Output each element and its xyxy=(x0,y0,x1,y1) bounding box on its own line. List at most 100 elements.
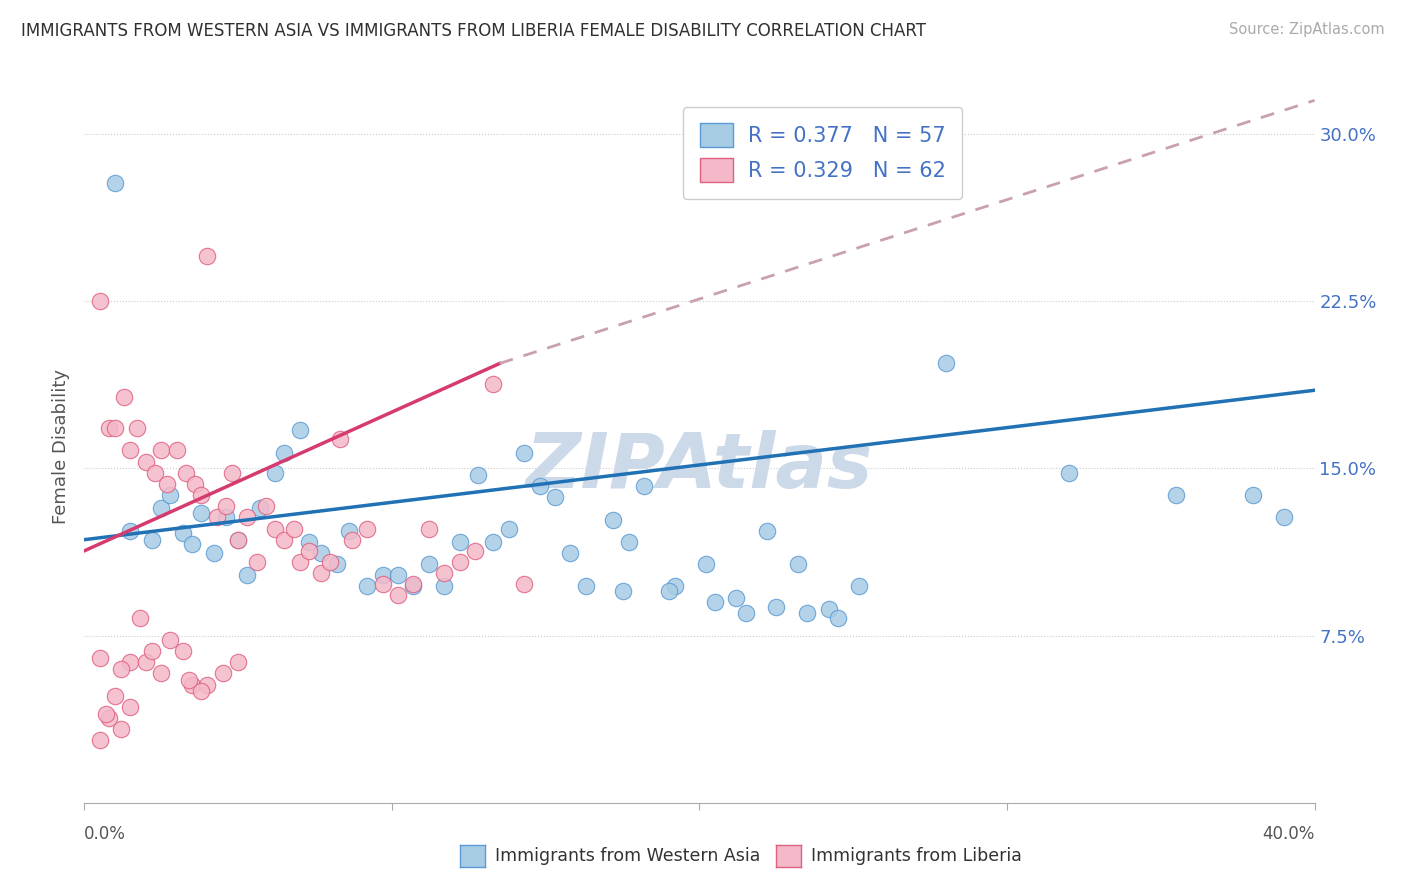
Point xyxy=(181,537,204,551)
Point xyxy=(288,424,311,438)
Point xyxy=(174,466,197,480)
Point xyxy=(498,521,520,535)
Point xyxy=(104,176,127,190)
Point xyxy=(104,689,127,703)
Point xyxy=(226,655,249,669)
Point xyxy=(236,568,259,582)
Point xyxy=(633,479,655,493)
Text: ZIPAtlas: ZIPAtlas xyxy=(526,431,873,504)
Point xyxy=(159,488,181,502)
Point xyxy=(756,524,779,538)
Point xyxy=(337,524,360,538)
Text: 0.0%: 0.0% xyxy=(84,825,127,843)
Point xyxy=(89,293,111,308)
Point xyxy=(1272,510,1295,524)
Point xyxy=(197,678,219,692)
Point xyxy=(197,249,219,264)
Point xyxy=(283,521,305,535)
Point xyxy=(418,521,440,535)
Point xyxy=(94,706,117,721)
Point xyxy=(734,607,756,621)
Point xyxy=(202,546,225,560)
Point xyxy=(221,466,243,480)
Point xyxy=(128,610,150,624)
Point xyxy=(177,673,200,687)
Point xyxy=(104,421,127,435)
Text: Immigrants from Liberia: Immigrants from Liberia xyxy=(811,847,1022,865)
Point xyxy=(309,546,332,560)
Point xyxy=(211,666,233,681)
Point xyxy=(264,521,287,535)
Point xyxy=(309,566,332,581)
Point xyxy=(150,443,173,458)
Point xyxy=(482,534,505,549)
Point xyxy=(387,568,409,582)
Text: IMMIGRANTS FROM WESTERN ASIA VS IMMIGRANTS FROM LIBERIA FEMALE DISABILITY CORREL: IMMIGRANTS FROM WESTERN ASIA VS IMMIGRAN… xyxy=(21,22,927,40)
Text: Immigrants from Western Asia: Immigrants from Western Asia xyxy=(495,847,761,865)
Point xyxy=(150,501,173,516)
Point xyxy=(190,488,212,502)
Point xyxy=(387,589,409,603)
Point xyxy=(612,583,634,598)
Point xyxy=(89,733,111,747)
Point xyxy=(1057,466,1080,480)
Point xyxy=(226,533,249,547)
Point xyxy=(226,533,249,547)
Point xyxy=(796,607,818,621)
Point xyxy=(141,533,163,547)
Point xyxy=(433,580,456,594)
Point xyxy=(236,510,259,524)
Point xyxy=(402,577,425,591)
Point xyxy=(298,543,321,558)
Y-axis label: Female Disability: Female Disability xyxy=(52,368,70,524)
Text: Source: ZipAtlas.com: Source: ZipAtlas.com xyxy=(1229,22,1385,37)
Point xyxy=(725,591,748,605)
Point xyxy=(319,555,342,569)
Point xyxy=(1166,488,1188,502)
Point xyxy=(467,467,489,482)
Point xyxy=(664,580,686,594)
Point xyxy=(98,421,120,435)
Point xyxy=(560,546,582,560)
Point xyxy=(172,644,194,658)
Point xyxy=(288,555,311,569)
Point xyxy=(98,711,120,725)
Point xyxy=(658,583,681,598)
Point xyxy=(340,533,363,547)
Point xyxy=(787,557,810,572)
Point xyxy=(172,526,194,541)
Point xyxy=(827,610,849,624)
Point xyxy=(1241,488,1264,502)
Point xyxy=(166,443,188,458)
Point xyxy=(125,421,148,435)
Point xyxy=(110,662,132,676)
Point xyxy=(205,510,228,524)
Point xyxy=(110,723,132,737)
Point xyxy=(264,466,287,480)
Point xyxy=(617,534,640,549)
Point xyxy=(464,543,486,558)
Point xyxy=(120,443,142,458)
Point xyxy=(529,479,551,493)
Point xyxy=(135,655,157,669)
Point xyxy=(120,699,142,714)
Point xyxy=(190,506,212,520)
Point xyxy=(695,557,717,572)
Point xyxy=(273,533,295,547)
Point xyxy=(273,446,295,460)
Point xyxy=(325,557,347,572)
Point xyxy=(544,490,567,504)
Point xyxy=(150,666,173,681)
Point xyxy=(215,500,238,514)
Point xyxy=(449,534,471,549)
Point xyxy=(513,446,536,460)
Point xyxy=(418,557,440,572)
Legend: R = 0.377   N = 57, R = 0.329   N = 62: R = 0.377 N = 57, R = 0.329 N = 62 xyxy=(683,107,962,199)
Point xyxy=(935,356,957,371)
Point xyxy=(371,568,394,582)
Point xyxy=(513,577,536,591)
Point xyxy=(249,501,271,516)
Point xyxy=(329,433,352,447)
Text: 40.0%: 40.0% xyxy=(1263,825,1315,843)
Point xyxy=(112,390,135,404)
